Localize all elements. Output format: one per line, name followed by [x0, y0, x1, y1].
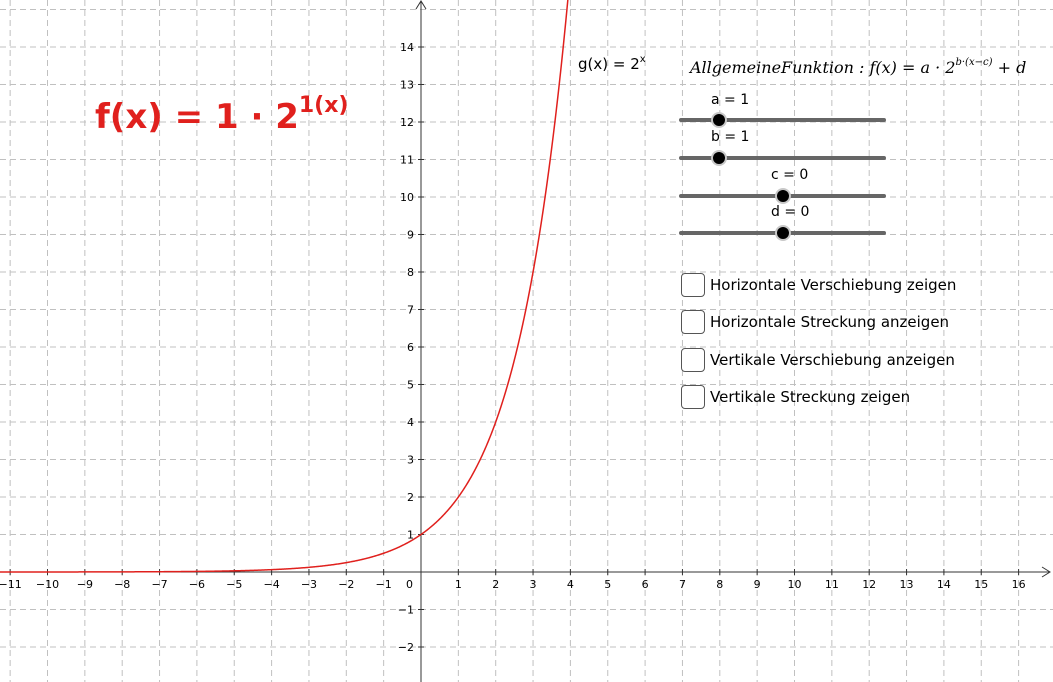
x-axis-arrow: [1041, 566, 1051, 578]
x-tick-label: −2: [338, 578, 354, 591]
x-tick-label: −10: [36, 578, 59, 591]
x-tick-label: 12: [862, 578, 876, 591]
slider-b-label: b = 1: [711, 129, 750, 145]
x-tick-label: −1: [376, 578, 392, 591]
checkbox-horizontal-stretch[interactable]: Horizontale Streckung anzeigen: [681, 308, 949, 336]
sliders: [679, 112, 886, 241]
y-tick-label: 7: [407, 304, 414, 317]
x-tick-label: −5: [226, 578, 242, 591]
slider-d-label: d = 0: [771, 204, 810, 220]
y-tick-label: 8: [407, 266, 414, 279]
slider-c-label: c = 0: [771, 167, 809, 183]
x-tick-label: 2: [492, 578, 499, 591]
x-tick-label: 16: [1012, 578, 1026, 591]
x-tick-label: −3: [301, 578, 317, 591]
x-tick-label: 10: [788, 578, 802, 591]
y-tick-label: 5: [407, 379, 414, 392]
checkbox-box[interactable]: [681, 310, 705, 334]
y-tick-label: 11: [400, 154, 414, 167]
slider-a-label: a = 1: [711, 92, 750, 108]
y-tick-label: 1: [407, 529, 414, 542]
checkbox-box[interactable]: [681, 348, 705, 372]
x-tick-label: −6: [189, 578, 205, 591]
f-function-big-label: f(x) = 1 · 21(x): [95, 93, 348, 137]
g-function-label: g(x) = 2x: [578, 54, 646, 73]
y-tick-label: 13: [400, 79, 414, 92]
slider-b-knob[interactable]: [713, 152, 725, 164]
x-tick-label: 3: [530, 578, 537, 591]
function-curve[interactable]: [0, 0, 569, 573]
y-tick-label: 4: [407, 416, 414, 429]
y-tick-label: 3: [407, 454, 414, 467]
checkbox-label: Vertikale Verschiebung anzeigen: [710, 351, 955, 369]
checkbox-label: Horizontale Streckung anzeigen: [710, 313, 950, 331]
x-tick-label: 11: [825, 578, 839, 591]
x-tick-label: −11: [0, 578, 22, 591]
x-tick-label: 5: [604, 578, 611, 591]
y-tick-label: 9: [407, 229, 414, 242]
checkbox-box[interactable]: [681, 385, 705, 409]
slider-d-knob[interactable]: [777, 227, 789, 239]
y-tick-label: 6: [407, 341, 414, 354]
checkbox-label: Vertikale Streckung zeigen: [710, 388, 911, 406]
x-tick-label: −4: [263, 578, 279, 591]
y-tick-label: 2: [407, 491, 414, 504]
x-tick-label: 7: [679, 578, 686, 591]
x-tick-label: 14: [937, 578, 951, 591]
x-tick-label: 8: [716, 578, 723, 591]
slider-a-knob[interactable]: [713, 114, 725, 126]
x-tick-label: −8: [114, 578, 130, 591]
x-tick-label: 13: [900, 578, 914, 591]
general-function-label: AllgemeineFunktion : f(x) = a · 2b·(x−c)…: [688, 57, 1026, 77]
x-tick-label: 9: [754, 578, 761, 591]
x-tick-label: 15: [974, 578, 988, 591]
checkbox-box[interactable]: [681, 273, 705, 297]
y-tick-label: −2: [398, 641, 414, 654]
checkbox-vertical-shift[interactable]: Vertikale Verschiebung anzeigen: [681, 346, 955, 374]
checkbox-label: Horizontale Verschiebung zeigen: [710, 276, 957, 294]
x-tick-label: 1: [455, 578, 462, 591]
origin-label: 0: [406, 578, 413, 591]
x-tick-label: −7: [151, 578, 167, 591]
x-tick-label: 6: [642, 578, 649, 591]
slider-c-knob[interactable]: [777, 190, 789, 202]
y-tick-label: 14: [400, 41, 414, 54]
y-tick-label: 12: [400, 116, 414, 129]
y-tick-label: 10: [400, 191, 414, 204]
x-tick-label: 4: [567, 578, 574, 591]
checkbox-horizontal-shift[interactable]: Horizontale Verschiebung zeigen: [681, 271, 956, 299]
x-tick-label: −9: [77, 578, 93, 591]
checkbox-vertical-stretch[interactable]: Vertikale Streckung zeigen: [681, 383, 910, 411]
y-axis-arrow: [415, 0, 427, 10]
tick-labels: −11 −10 −9 −8 −7 −6 −5 −4 −3 −2 −1 1 2 3 4 5 6 7 8 9 10 11 12 1…: [0, 41, 1026, 654]
y-tick-label: −1: [398, 604, 414, 617]
